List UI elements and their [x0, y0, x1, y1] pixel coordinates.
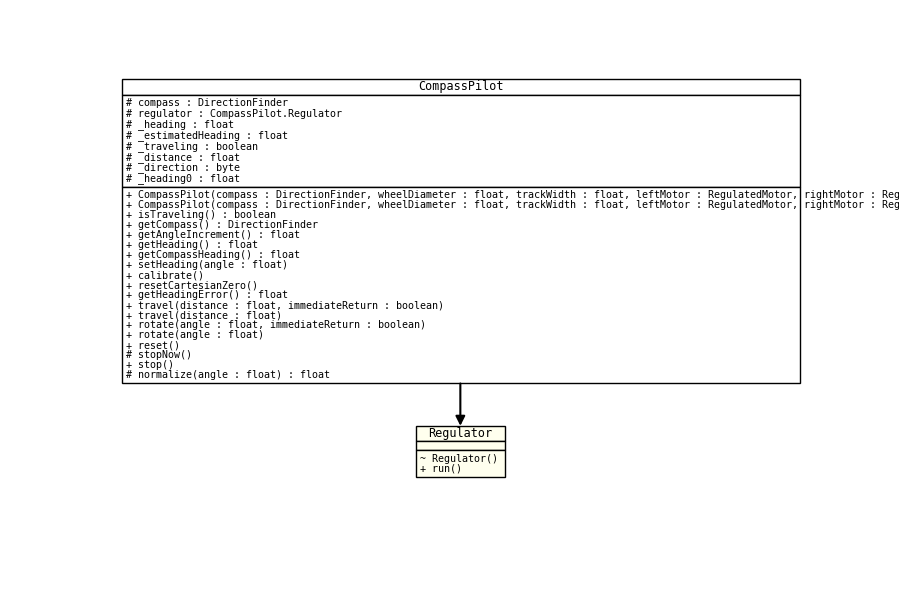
Text: ~ Regulator(): ~ Regulator() [420, 454, 498, 463]
Text: CompassPilot: CompassPilot [418, 80, 503, 93]
Text: + reset(): + reset() [126, 340, 180, 350]
Text: Regulator: Regulator [428, 427, 493, 440]
Text: + getAngleIncrement() : float: + getAngleIncrement() : float [126, 230, 299, 240]
Text: + travel(distance : float, immediateReturn : boolean): + travel(distance : float, immediateRetu… [126, 300, 443, 310]
Text: + run(): + run() [420, 464, 462, 473]
Bar [121, 187, 800, 383]
Text: + CompassPilot(compass : DirectionFinder, wheelDiameter : float, trackWidth : fl: + CompassPilot(compass : DirectionFinder… [126, 200, 899, 210]
Text: # _distance : float: # _distance : float [126, 152, 239, 162]
Text: # regulator : CompassPilot.Regulator: # regulator : CompassPilot.Regulator [126, 109, 342, 119]
Text: + setHeading(angle : float): + setHeading(angle : float) [126, 260, 288, 270]
Text: + calibrate(): + calibrate() [126, 270, 203, 281]
Text: + CompassPilot(compass : DirectionFinder, wheelDiameter : float, trackWidth : fl: + CompassPilot(compass : DirectionFinder… [126, 190, 899, 200]
Text: + travel(distance : float): + travel(distance : float) [126, 310, 281, 321]
Text: + getCompassHeading() : float: + getCompassHeading() : float [126, 250, 299, 260]
Text: # normalize(angle : float) : float: # normalize(angle : float) : float [126, 370, 330, 380]
Text: # _heading : float: # _heading : float [126, 119, 234, 130]
Text: + getHeading() : float: + getHeading() : float [126, 240, 257, 250]
Text: # compass : DirectionFinder: # compass : DirectionFinder [126, 99, 288, 108]
Text: + resetCartesianZero(): + resetCartesianZero() [126, 281, 257, 290]
Text: # _heading0 : float: # _heading0 : float [126, 173, 239, 184]
Text: + stop(): + stop() [126, 361, 174, 370]
Text: # _estimatedHeading : float: # _estimatedHeading : float [126, 130, 288, 141]
Bar [415, 451, 505, 476]
Bar [121, 95, 800, 187]
Bar [415, 426, 505, 441]
Bar [121, 79, 800, 95]
Text: # _traveling : boolean: # _traveling : boolean [126, 141, 257, 152]
Text: # _direction : byte: # _direction : byte [126, 162, 239, 173]
Text: + isTraveling() : boolean: + isTraveling() : boolean [126, 210, 276, 220]
Text: # stopNow(): # stopNow() [126, 350, 191, 361]
Text: + rotate(angle : float): + rotate(angle : float) [126, 330, 263, 340]
Bar [415, 441, 505, 451]
Text: + getCompass() : DirectionFinder: + getCompass() : DirectionFinder [126, 220, 317, 230]
Text: + getHeadingError() : float: + getHeadingError() : float [126, 290, 288, 300]
Text: + rotate(angle : float, immediateReturn : boolean): + rotate(angle : float, immediateReturn … [126, 321, 425, 330]
